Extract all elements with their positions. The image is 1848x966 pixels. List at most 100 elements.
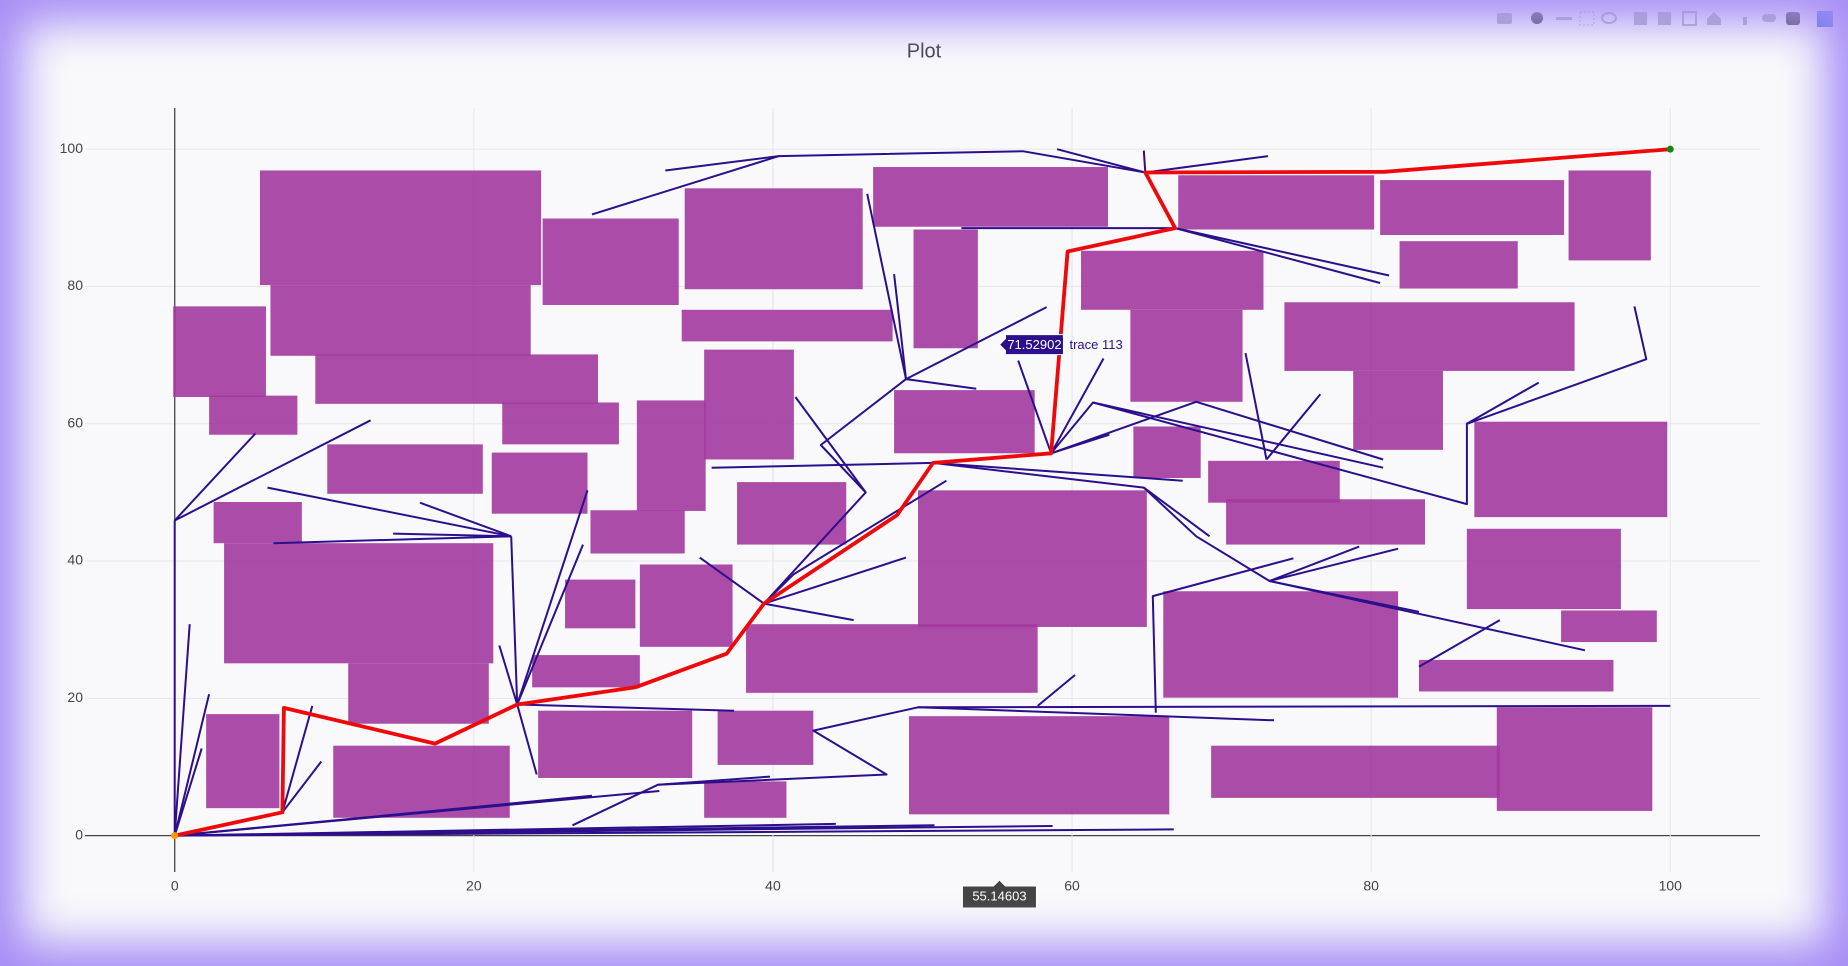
obstacle — [717, 710, 814, 765]
obstacle — [1419, 659, 1614, 692]
modebar-lasso[interactable] — [1601, 12, 1617, 24]
line-piece — [1050, 400, 1384, 461]
obstacle — [1284, 302, 1575, 371]
obstacle — [1163, 591, 1399, 698]
line-piece — [1244, 352, 1268, 460]
line-piece — [1145, 155, 1269, 174]
modebar-zoom[interactable] — [1531, 12, 1543, 24]
obstacle — [224, 543, 494, 664]
line-piece — [174, 790, 660, 837]
modebar-hover-compare[interactable] — [1786, 12, 1800, 25]
line-piece — [657, 704, 1671, 786]
modebar-select[interactable] — [1579, 11, 1595, 26]
line-piece — [281, 705, 314, 813]
line-piece — [174, 828, 1174, 837]
obstacle — [909, 716, 1170, 815]
line-piece — [763, 193, 907, 605]
line-piece — [1269, 580, 1586, 652]
line-piece — [763, 602, 854, 622]
line-piece — [281, 760, 323, 813]
modebar-camera[interactable] — [1497, 13, 1512, 24]
x-tick-label: 80 — [1363, 878, 1379, 894]
modebar-pan[interactable] — [1556, 17, 1572, 20]
obstacle — [491, 452, 588, 514]
line-piece — [393, 532, 512, 538]
obstacle — [704, 781, 787, 818]
line-piece — [1037, 674, 1076, 707]
hover-box — [998, 334, 1064, 356]
line-piece — [1269, 545, 1360, 582]
line-piece — [665, 150, 1146, 174]
obstacle — [746, 624, 1038, 693]
obstacle — [259, 170, 542, 286]
obstacle — [315, 354, 598, 404]
line-piece — [1056, 148, 1146, 174]
x-tick-label: 0 — [171, 878, 179, 894]
obstacle — [565, 579, 636, 629]
modebar-reset[interactable] — [1707, 12, 1721, 25]
hover-x-box — [961, 879, 1037, 909]
obstacle — [1466, 528, 1621, 610]
line-piece — [1050, 433, 1110, 455]
modebar-logo[interactable] — [1817, 11, 1833, 27]
modebar-zoom-out[interactable] — [1658, 12, 1671, 25]
obstacle — [270, 285, 531, 356]
obstacle — [737, 482, 847, 545]
line-piece — [699, 556, 765, 605]
obstacle — [1133, 426, 1201, 478]
y-tick-label: 20 — [67, 689, 83, 705]
line-piece — [893, 273, 907, 380]
obstacle — [1211, 745, 1500, 798]
obstacle — [684, 188, 863, 290]
obstacle — [1226, 499, 1425, 545]
line-piece — [273, 535, 512, 545]
line-piece — [1265, 393, 1322, 461]
obstacle — [636, 400, 706, 511]
obstacle — [1399, 241, 1518, 289]
obstacle — [1561, 610, 1657, 643]
line-piece — [794, 396, 867, 493]
obstacle — [1474, 421, 1668, 518]
modebar-autoscale[interactable] — [1682, 11, 1697, 26]
modebar-zoom-in[interactable] — [1634, 12, 1647, 25]
line-piece — [267, 486, 512, 538]
y-tick-label: 80 — [67, 277, 83, 293]
obstacle — [1380, 180, 1565, 235]
line-piece — [498, 645, 519, 705]
obstacle — [538, 710, 693, 778]
obstacle — [213, 502, 302, 544]
line-piece — [510, 536, 519, 705]
modebar-hover-closest[interactable] — [1762, 14, 1776, 22]
x-tick-label: 40 — [765, 878, 781, 894]
modebar-spike[interactable] — [1743, 17, 1747, 25]
obstacle — [502, 402, 619, 445]
line-piece — [591, 155, 780, 216]
line-piece — [1143, 486, 1399, 582]
line-piece — [174, 147, 1671, 838]
obstacle — [1081, 250, 1264, 310]
line-piece — [1418, 619, 1501, 668]
line-piece — [516, 489, 589, 705]
hover-x-value: 55.14603 — [972, 888, 1026, 903]
line-piece — [516, 704, 538, 775]
y-tick-label: 0 — [75, 826, 83, 842]
point-marker — [171, 832, 179, 840]
obstacle — [348, 663, 489, 724]
obstacle — [639, 564, 733, 647]
line-piece — [1151, 557, 1294, 713]
obstacle — [918, 490, 1147, 627]
chart-title: Plot — [907, 40, 942, 62]
obstacle — [590, 510, 685, 554]
line-piece — [917, 706, 1275, 722]
obstacle — [894, 390, 1035, 454]
line-piece — [1142, 150, 1147, 173]
line-piece — [419, 501, 512, 538]
line-piece — [905, 306, 1048, 380]
line-piece — [173, 748, 203, 836]
line-piece — [173, 624, 191, 836]
obstacle — [913, 229, 978, 349]
modebar[interactable] — [1497, 11, 1833, 27]
line-piece — [932, 461, 1183, 482]
